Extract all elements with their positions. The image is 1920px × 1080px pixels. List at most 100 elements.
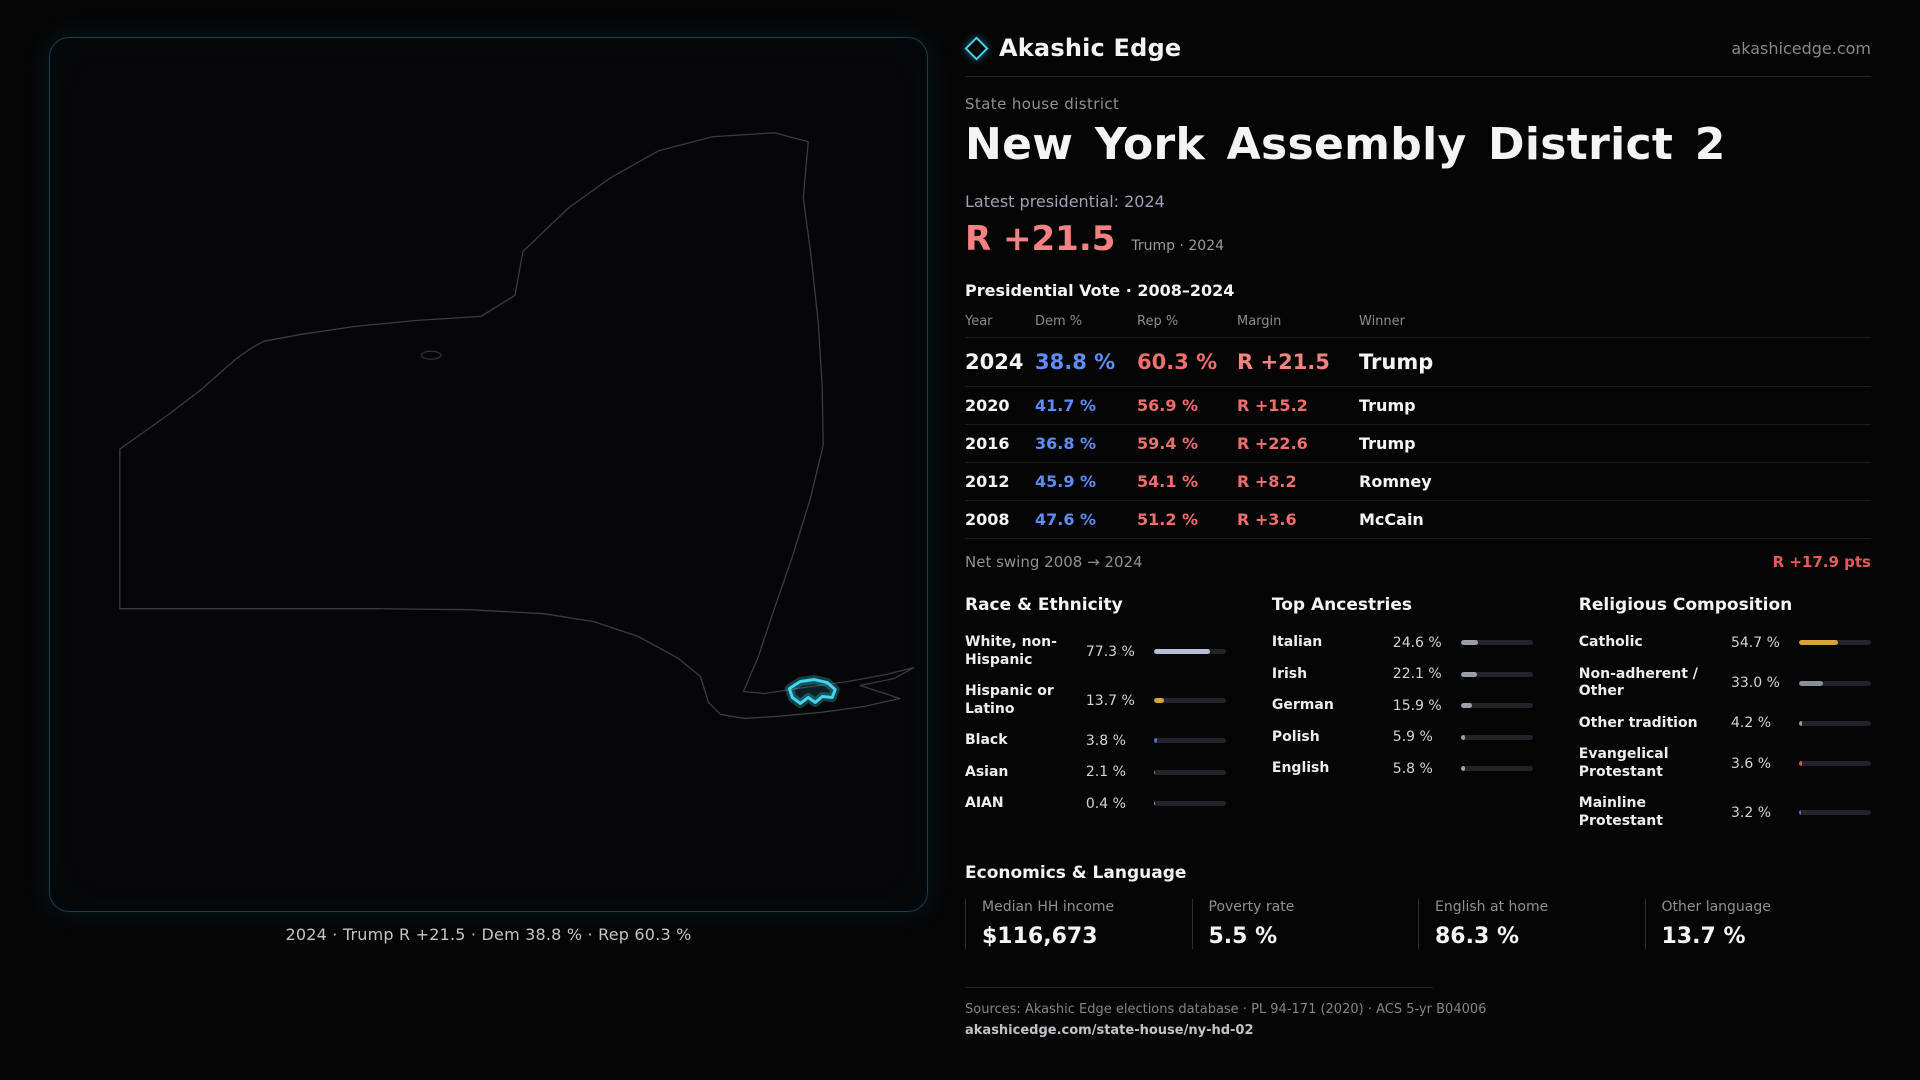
demo-bar <box>1798 761 1871 766</box>
cell-year: 2016 <box>965 434 1010 453</box>
demo-bar <box>1460 734 1533 740</box>
demo-value: 22.1 % <box>1392 666 1442 683</box>
cell-year: 2020 <box>965 396 1010 415</box>
page-header: Akashic Edge akashicedge.com <box>964 0 1871 77</box>
demo-label: Irish <box>1271 665 1308 682</box>
new-york-map <box>119 132 915 720</box>
cell-rep: 51.2 % <box>1137 510 1199 529</box>
list-item: Other tradition 4.2 % <box>1579 708 1871 740</box>
demo-label: Other tradition <box>1578 714 1698 731</box>
stat-value: 86.3 % <box>1435 924 1519 949</box>
vote-table-header: Year Dem % Rep % Margin Winner <box>965 308 1871 338</box>
page-title: New York Assembly District 2 <box>965 119 1726 170</box>
list-item: Hispanic or Latino 13.7 % <box>965 676 1226 725</box>
list-item: Black 3.8 % <box>965 725 1226 757</box>
col-margin: Margin <box>1237 314 1282 329</box>
cell-winner: Trump <box>1359 434 1416 453</box>
demo-bar <box>1460 766 1533 772</box>
net-swing-row: Net swing 2008 → 2024 R +17.9 pts <box>965 553 1871 571</box>
group-heading: Top Ancestries <box>1271 595 1412 615</box>
demo-value: 2.1 % <box>1085 764 1126 781</box>
cell-rep: 56.9 % <box>1137 396 1199 415</box>
list-item: German 15.9 % <box>1272 690 1533 722</box>
ancestries-group: Top Ancestries Italian 24.6 % Irish 22.1… <box>1272 595 1533 837</box>
col-dem: Dem % <box>1035 314 1083 329</box>
group-heading: Race & Ethnicity <box>965 595 1123 615</box>
demo-label: Hispanic or Latino <box>965 683 1054 717</box>
list-item: Irish 22.1 % <box>1272 659 1533 691</box>
stat-value: 13.7 % <box>1661 924 1746 949</box>
stat-poverty-rate: Poverty rate 5.5 % <box>1191 899 1419 949</box>
brand-diamond-icon <box>964 35 989 61</box>
list-item: Mainline Protestant 3.2 % <box>1579 788 1871 837</box>
list-item: AIAN 0.4 % <box>965 788 1226 820</box>
demo-bar <box>1153 769 1226 775</box>
cell-dem: 47.6 % <box>1035 510 1097 529</box>
demographics-section: Race & Ethnicity White, non-Hispanic 77.… <box>965 595 1871 837</box>
demo-bar <box>1153 649 1226 654</box>
demo-bar <box>1798 680 1871 686</box>
stat-other-language: Other language 13.7 % <box>1644 899 1872 949</box>
district-map-panel <box>49 37 928 912</box>
cell-rep: 59.4 % <box>1137 434 1199 453</box>
brand-name: Akashic Edge <box>999 34 1182 62</box>
table-row: 2012 45.9 % 54.1 % R +8.2 Romney <box>965 463 1871 501</box>
cell-dem: 45.9 % <box>1035 472 1097 491</box>
demo-value: 5.9 % <box>1392 729 1433 746</box>
demo-label: White, non-Hispanic <box>965 634 1057 668</box>
cell-winner: McCain <box>1359 510 1424 529</box>
sources-text: Sources: Akashic Edge elections database… <box>965 1002 1487 1017</box>
cell-dem: 38.8 % <box>1035 350 1116 374</box>
brand-domain-link[interactable]: akashicedge.com <box>1731 38 1871 58</box>
map-caption: 2024 · Trump R +21.5 · Dem 38.8 % · Rep … <box>285 925 692 944</box>
list-item: Non-adherent / Other 33.0 % <box>1579 659 1871 708</box>
demo-value: 33.0 % <box>1730 675 1780 691</box>
latest-presidential-label: Latest presidential: 2024 <box>965 192 1165 211</box>
demo-label: Asian <box>965 763 1009 780</box>
vote-table-title: Presidential Vote · 2008–2024 <box>965 281 1235 300</box>
demo-value: 13.7 % <box>1085 692 1135 709</box>
net-swing-label: Net swing 2008 → 2024 <box>965 553 1143 571</box>
demo-bar <box>1153 801 1226 807</box>
demo-label: Mainline Protestant <box>1578 795 1663 829</box>
district-report: Akashic Edge akashicedge.com State house… <box>964 0 1872 1038</box>
list-item: Evangelical Protestant 3.6 % <box>1579 739 1871 788</box>
list-item: Catholic 54.7 % <box>1579 627 1871 659</box>
permalink[interactable]: akashicedge.com/state-house/ny-hd-02 <box>965 1023 1254 1038</box>
demo-label: Catholic <box>1578 634 1643 650</box>
headline-margin-context: Trump · 2024 <box>1131 238 1225 254</box>
list-item: White, non-Hispanic 77.3 % <box>965 627 1226 676</box>
cell-winner: Trump <box>1359 396 1416 415</box>
stat-value: 5.5 % <box>1208 924 1278 949</box>
stat-label: Median HH income <box>982 899 1115 915</box>
cell-year: 2008 <box>965 510 1010 529</box>
stat-median-income: Median HH income $116,673 <box>965 899 1192 949</box>
stat-english-at-home: English at home 86.3 % <box>1418 899 1645 949</box>
demo-label: Polish <box>1271 728 1320 745</box>
group-heading: Religious Composition <box>1578 595 1793 615</box>
cell-dem: 36.8 % <box>1035 434 1097 453</box>
list-item: Italian 24.6 % <box>1272 627 1533 659</box>
demo-label: Evangelical Protestant <box>1578 746 1669 780</box>
net-swing-value: R +17.9 pts <box>1772 553 1871 571</box>
cell-margin: R +21.5 <box>1237 350 1330 374</box>
col-year: Year <box>965 314 993 329</box>
cell-year: 2012 <box>965 472 1010 491</box>
cell-rep: 60.3 % <box>1137 350 1218 374</box>
demo-bar <box>1460 640 1533 646</box>
religion-group: Religious Composition Catholic 54.7 % No… <box>1579 595 1871 837</box>
demo-value: 54.7 % <box>1730 634 1780 651</box>
stat-value: $116,673 <box>982 924 1098 949</box>
cell-year: 2024 <box>965 350 1024 374</box>
demo-value: 3.6 % <box>1730 755 1772 772</box>
demo-label: AIAN <box>965 795 1004 811</box>
stat-label: Other language <box>1661 899 1771 915</box>
table-row: 2016 36.8 % 59.4 % R +22.6 Trump <box>965 425 1871 463</box>
race-ethnicity-group: Race & Ethnicity White, non-Hispanic 77.… <box>965 595 1226 837</box>
stat-label: Poverty rate <box>1208 899 1295 915</box>
headline-margin-value: R +21.5 <box>965 219 1116 259</box>
demo-bar <box>1798 640 1871 646</box>
list-item: Polish 5.9 % <box>1272 722 1533 754</box>
headline-margin: R +21.5 Trump · 2024 <box>965 219 1871 259</box>
ny-state-outline <box>119 132 915 720</box>
